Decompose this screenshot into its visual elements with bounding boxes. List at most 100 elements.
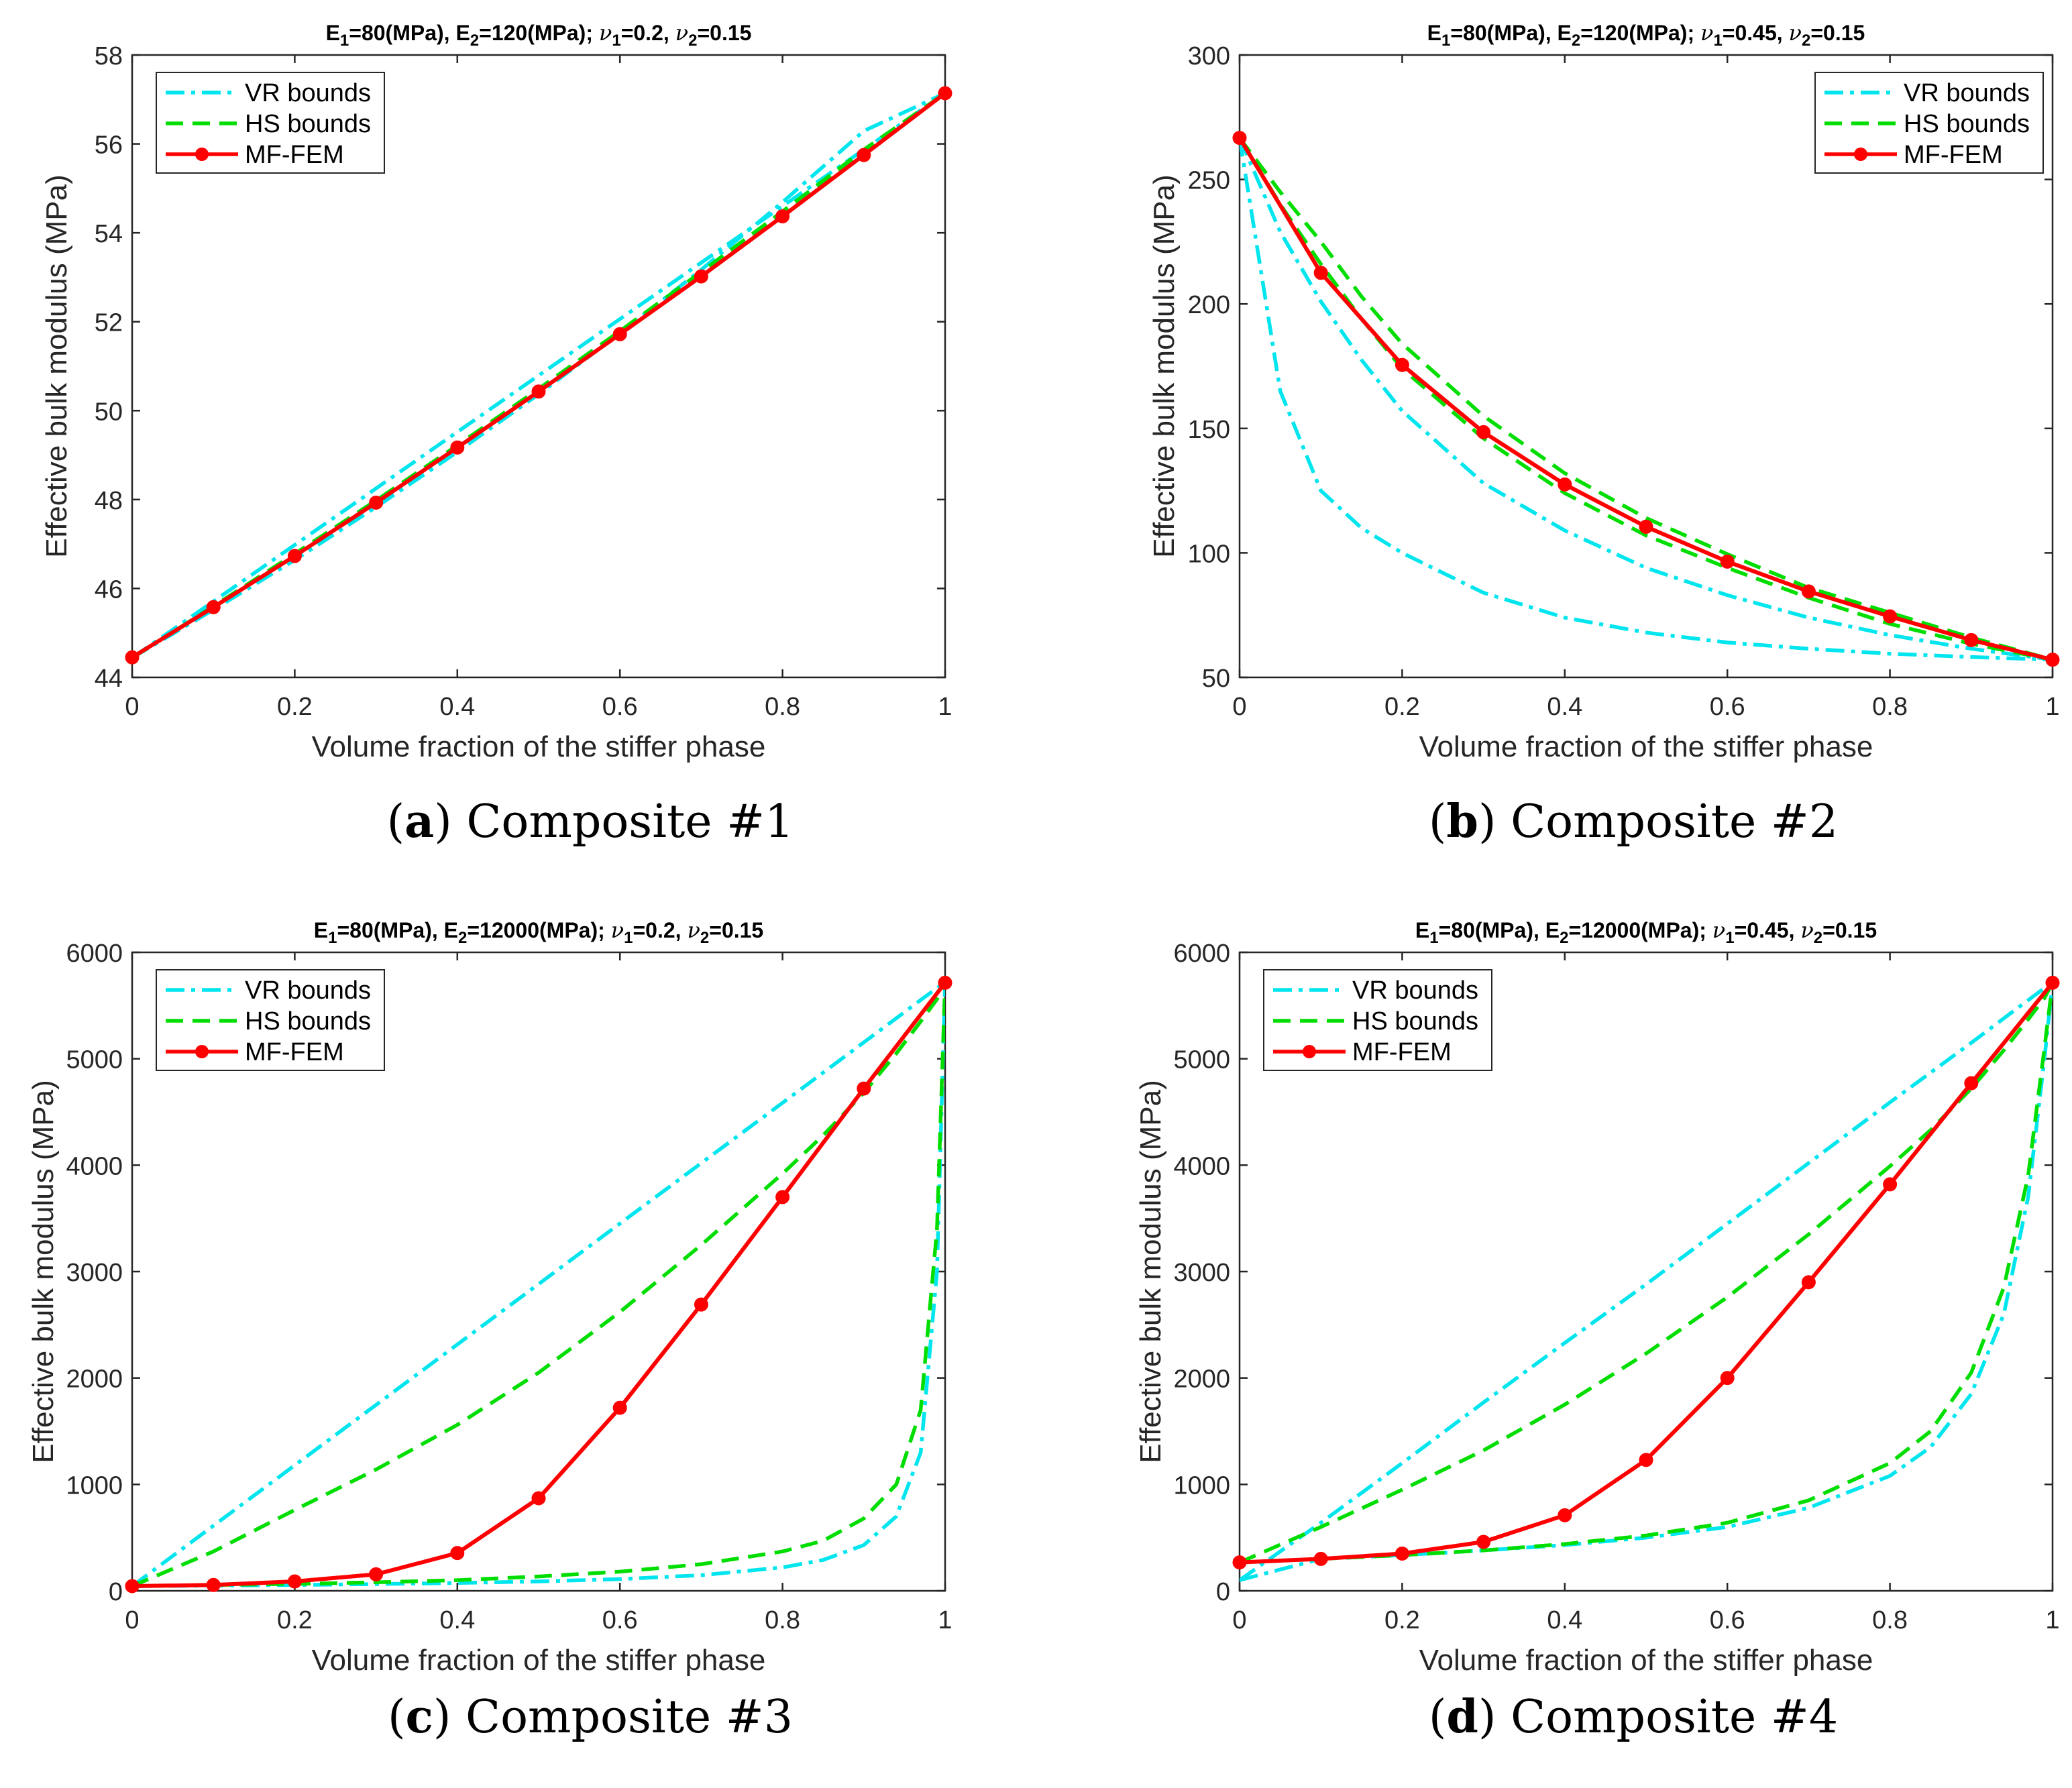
y-tick-label: 200	[1188, 291, 1230, 319]
y-tick-label: 54	[95, 220, 123, 248]
fem-data-point	[125, 650, 140, 665]
x-axis-label: Volume fraction of the stiffer phase	[312, 730, 766, 763]
fem-data-point	[1720, 1371, 1735, 1386]
y-tick-label: 5000	[66, 1046, 123, 1074]
chart-title: E1=80(MPa), E2=12000(MPa); ν1=0.45, ν2=0…	[1415, 917, 1877, 947]
fem-data-point	[1883, 1177, 1898, 1192]
legend-label-hs: HS bounds	[245, 110, 371, 138]
x-tick-label: 0.4	[439, 693, 475, 721]
series-vr-upper	[132, 91, 945, 660]
y-tick-label: 50	[1202, 665, 1230, 693]
chart-panel-3: 0 0.2 0.4 0.6 0.8 1 0 1000 2000 3000 4000 5000 6000 V…	[27, 917, 952, 1677]
fem-data-point	[1801, 584, 1816, 599]
y-axis-label: Effective bulk modulus (MPa)	[1134, 1080, 1167, 1463]
x-tick-label: 0.8	[1872, 693, 1908, 721]
y-tick-label: 250	[1188, 167, 1230, 195]
fem-data-point	[1558, 1508, 1572, 1522]
legend-label-hs: HS bounds	[1352, 1007, 1478, 1036]
y-tick-label: 0	[1216, 1578, 1230, 1606]
legend-label-fem: MF-FEM	[1904, 141, 2003, 169]
x-tick-label: 0.6	[1710, 693, 1745, 721]
legend-label-vr: VR bounds	[245, 79, 371, 107]
y-tick-label: 52	[95, 309, 123, 337]
y-tick-label: 2000	[66, 1365, 123, 1394]
fem-data-point	[1313, 1551, 1328, 1566]
x-tick-label: 0	[1232, 693, 1246, 721]
fem-data-point	[1395, 357, 1409, 372]
x-tick-label: 0	[125, 693, 139, 721]
x-tick-label: 0.6	[602, 693, 638, 721]
legend-box	[156, 72, 385, 174]
chart-panel-4: 0 0.2 0.4 0.6 0.8 1 0 1000 2000 3000 4000 5000 6000 V…	[1134, 917, 2060, 1677]
chart-title: E1=80(MPa), E2=120(MPa); ν1=0.45, ν2=0.1…	[1427, 20, 1865, 50]
y-axis-label: Effective bulk modulus (MPa)	[1148, 174, 1181, 557]
fem-data-point	[857, 1081, 871, 1096]
x-tick-label: 0.6	[1710, 1606, 1745, 1634]
chart-title: E1=80(MPa), E2=12000(MPa); ν1=0.2, ν2=0.…	[314, 917, 763, 947]
fem-data-point	[369, 495, 384, 510]
series-vr-upper	[1240, 137, 2053, 662]
series-vr-upper	[1240, 981, 2053, 1582]
chart-title: E1=80(MPa), E2=120(MPa); ν1=0.2, ν2=0.15	[326, 20, 752, 50]
fem-data-point	[206, 1577, 221, 1592]
series-hs-lower	[1240, 983, 2053, 1565]
fem-data-point	[1313, 266, 1328, 280]
fem-data-point	[1964, 1076, 1979, 1091]
legend-label-fem: MF-FEM	[1352, 1038, 1452, 1066]
x-tick-label: 0	[1232, 1606, 1246, 1634]
y-tick-label: 6000	[1173, 940, 1230, 968]
x-tick-label: 0.2	[277, 693, 313, 721]
fem-data-point	[694, 269, 708, 284]
x-tick-label: 1	[2045, 1606, 2059, 1634]
fem-data-point	[287, 549, 302, 563]
legend-label-hs: HS bounds	[245, 1007, 371, 1036]
fem-data-point	[612, 1400, 627, 1415]
y-tick-label: 100	[1188, 540, 1230, 568]
x-tick-label: 0.8	[765, 693, 800, 721]
legend-label-vr: VR bounds	[1904, 79, 2030, 107]
fem-data-point	[125, 1579, 140, 1594]
y-tick-label: 3000	[66, 1259, 123, 1287]
fem-data-point	[1720, 554, 1735, 569]
fem-data-point	[1232, 131, 1247, 146]
fem-data-point	[612, 327, 627, 341]
y-tick-label: 50	[95, 398, 123, 426]
x-tick-label: 0.8	[765, 1606, 800, 1634]
legend-marker	[1854, 148, 1867, 161]
fem-data-point	[531, 1491, 546, 1506]
fem-data-point	[1801, 1275, 1816, 1290]
x-tick-label: 0.4	[1547, 1606, 1582, 1634]
y-axis-label: Effective bulk modulus (MPa)	[40, 174, 73, 557]
chart-panel-1: 0 0.2 0.4 0.6 0.8 1 44 46 48 50 52 54 56 58 Volume fra…	[40, 20, 952, 763]
y-tick-label: 1000	[66, 1471, 123, 1500]
fem-data-point	[1639, 519, 1653, 534]
x-tick-label: 0.4	[1547, 693, 1582, 721]
y-tick-label: 58	[95, 42, 123, 70]
fem-data-point	[857, 148, 871, 162]
caption-a: (a) Composite #1	[386, 795, 794, 848]
fem-data-point	[1395, 1546, 1409, 1561]
fem-data-point	[775, 209, 790, 224]
x-tick-label: 0	[125, 1606, 139, 1634]
x-tick-label: 0.6	[602, 1606, 638, 1634]
caption-b: (b) Composite #2	[1428, 795, 1839, 848]
series-hs-upper	[1240, 982, 2053, 1565]
fem-data-point	[938, 975, 952, 990]
fem-data-point	[531, 384, 546, 399]
fem-data-point	[450, 1546, 465, 1561]
y-tick-label: 4000	[1173, 1152, 1230, 1180]
fem-data-point	[2045, 653, 2060, 667]
fem-data-point	[450, 440, 465, 455]
y-tick-label: 5000	[1173, 1046, 1230, 1074]
x-tick-label: 0.2	[277, 1606, 313, 1634]
x-tick-label: 0.4	[439, 1606, 475, 1634]
y-tick-label: 150	[1188, 416, 1230, 444]
fem-data-point	[369, 1567, 384, 1581]
y-tick-label: 6000	[66, 940, 123, 968]
y-tick-label: 0	[109, 1578, 123, 1606]
